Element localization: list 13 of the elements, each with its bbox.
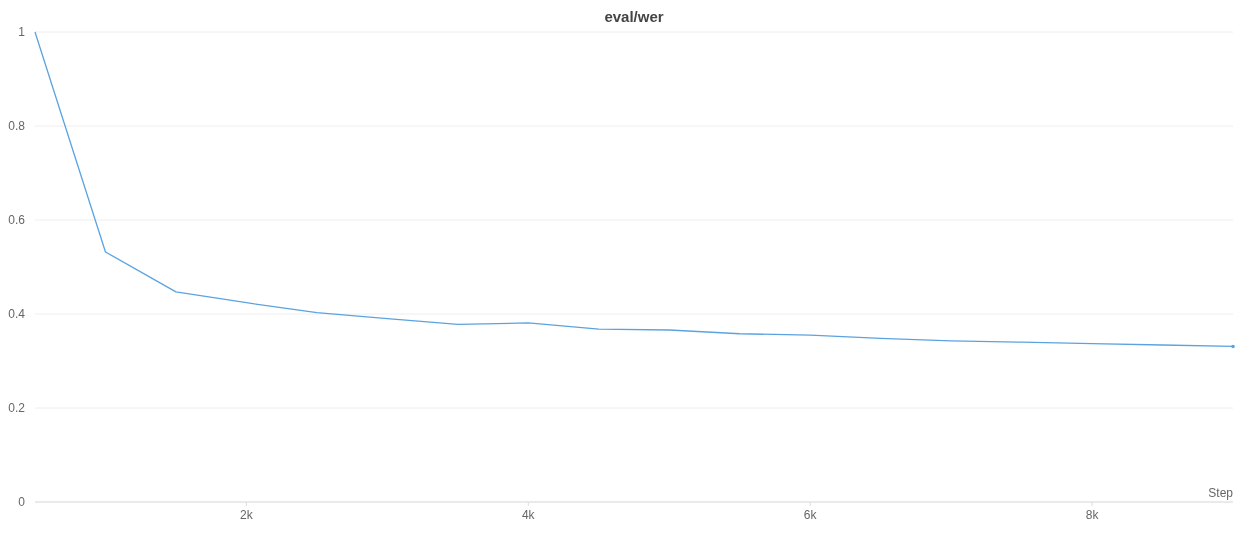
y-tick-label: 0.8 [8, 119, 26, 134]
x-axis-title: Step [1208, 486, 1234, 500]
chart-title: eval/wer [604, 8, 664, 25]
line-series [34, 31, 1234, 348]
y-tick-label: 0.2 [8, 401, 26, 416]
y-tick-label: 0.6 [8, 213, 26, 228]
x-tick-label: 4k [521, 508, 536, 522]
x-tick-label: 8k [1085, 508, 1100, 522]
y-tick-label: 1 [18, 25, 26, 40]
x-tick-label: 2k [240, 508, 254, 522]
y-tick-label: 0.4 [8, 307, 26, 322]
y-tick-label: 0 [18, 495, 26, 510]
x-tick-label: 6k [803, 508, 818, 522]
